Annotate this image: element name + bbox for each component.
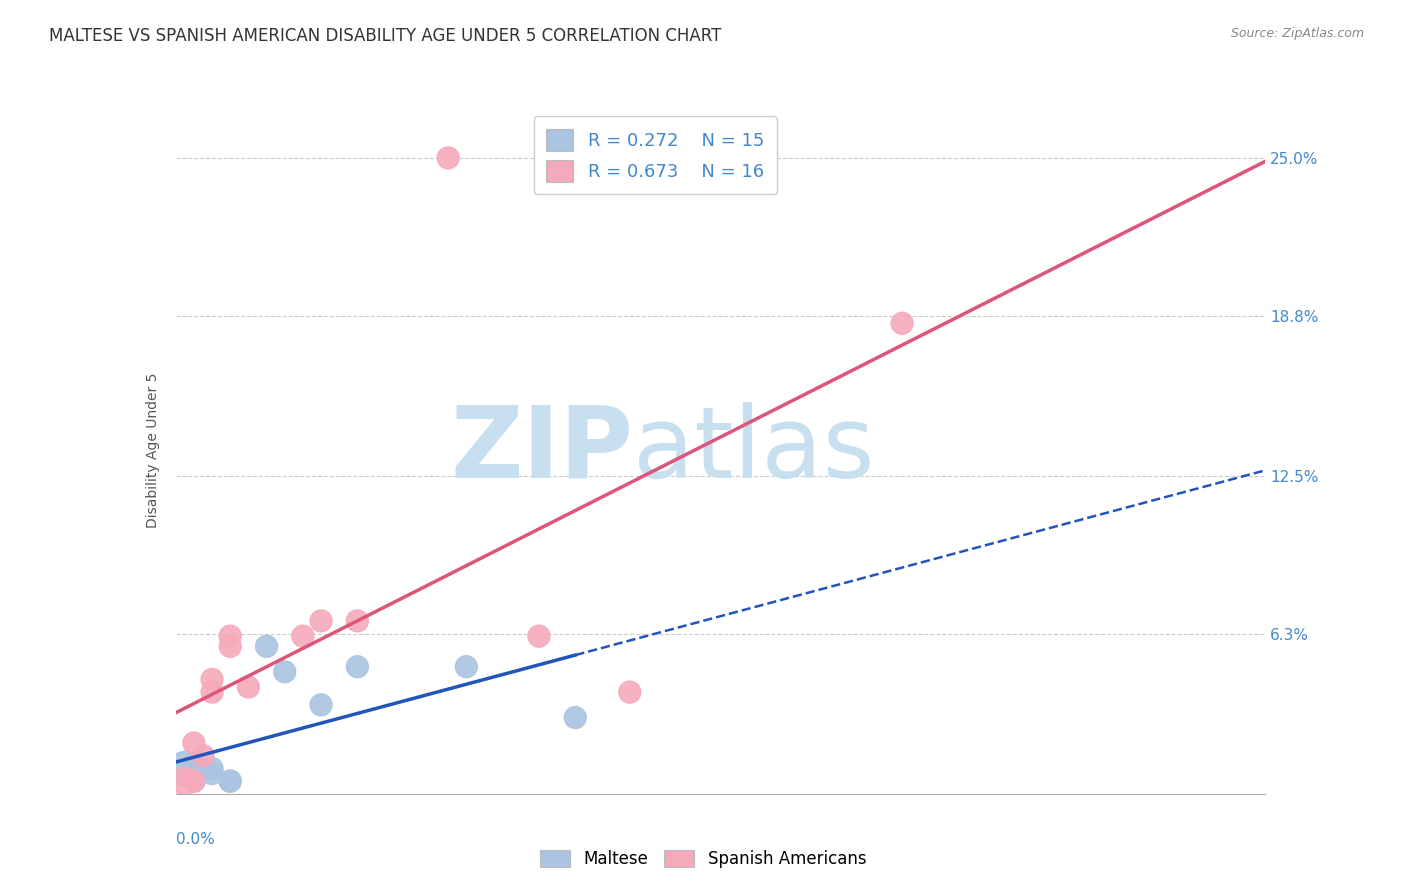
Point	[191, 761, 214, 775]
Point	[437, 151, 460, 165]
Point	[201, 673, 224, 687]
Point	[309, 698, 332, 712]
Point	[179, 766, 201, 780]
Point	[274, 665, 297, 679]
Legend: Maltese, Spanish Americans: Maltese, Spanish Americans	[533, 843, 873, 875]
Text: 0.0%: 0.0%	[176, 831, 215, 847]
Point	[309, 614, 332, 628]
Point	[891, 316, 914, 330]
Y-axis label: Disability Age Under 5: Disability Age Under 5	[146, 373, 160, 528]
Text: ZIP: ZIP	[450, 402, 633, 499]
Point	[173, 761, 195, 775]
Point	[346, 614, 368, 628]
Point	[183, 774, 205, 789]
Point	[183, 736, 205, 750]
Text: atlas: atlas	[633, 402, 875, 499]
Point	[183, 774, 205, 789]
Point	[183, 756, 205, 771]
Point	[564, 710, 586, 724]
Point	[201, 685, 224, 699]
Point	[219, 774, 242, 789]
Point	[201, 766, 224, 780]
Point	[219, 774, 242, 789]
Point	[219, 640, 242, 654]
Point	[219, 629, 242, 643]
Point	[291, 629, 314, 643]
Point	[346, 659, 368, 673]
Text: MALTESE VS SPANISH AMERICAN DISABILITY AGE UNDER 5 CORRELATION CHART: MALTESE VS SPANISH AMERICAN DISABILITY A…	[49, 27, 721, 45]
Point	[619, 685, 641, 699]
Point	[527, 629, 550, 643]
Legend: R = 0.272    N = 15, R = 0.673    N = 16: R = 0.272 N = 15, R = 0.673 N = 16	[534, 116, 776, 194]
Point	[173, 774, 195, 789]
Point	[238, 680, 260, 694]
Point	[256, 640, 278, 654]
Point	[456, 659, 478, 673]
Point	[201, 761, 224, 775]
Text: Source: ZipAtlas.com: Source: ZipAtlas.com	[1230, 27, 1364, 40]
Point	[191, 748, 214, 763]
